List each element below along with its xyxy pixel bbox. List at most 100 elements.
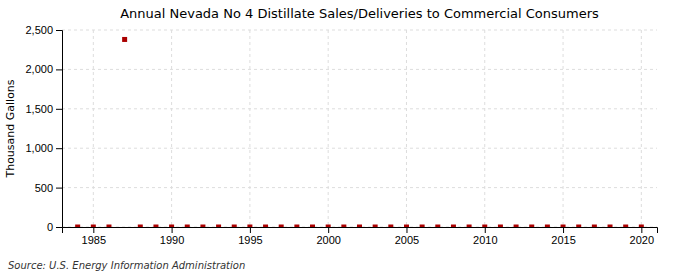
x-tick-label: 1995: [238, 234, 262, 246]
y-tick-mark: [56, 30, 62, 31]
point: [169, 225, 174, 228]
x-grid-line: [249, 30, 250, 227]
y-grid-line: [62, 108, 657, 109]
y-tick-mark: [56, 227, 62, 228]
source-annotation: Source: U.S. Energy Information Administ…: [8, 260, 245, 271]
point: [263, 225, 268, 228]
point: [435, 225, 440, 228]
y-tick-mark: [56, 69, 62, 70]
point: [106, 225, 111, 228]
chart: 1985 1990 1995 2000 2005 2010 2015 2020 0 500 1,00…: [0, 0, 675, 275]
point: [498, 225, 503, 228]
y-tick: 1,500: [25, 103, 62, 115]
point: [153, 225, 158, 228]
x-tick-label: 2015: [551, 234, 575, 246]
y-tick-mark: [56, 188, 62, 189]
point: [185, 225, 190, 228]
y-axis: 0 500 1,000 1,500 2,000 2,500: [25, 24, 62, 233]
point: [200, 225, 205, 228]
point: [310, 225, 315, 228]
x-grid-line: [328, 30, 329, 227]
x-grid-line: [484, 30, 485, 227]
grid: [62, 30, 657, 227]
x-tick: 1985: [82, 227, 106, 246]
point: [138, 225, 143, 228]
points: [75, 37, 644, 227]
x-tick-mark: [485, 227, 486, 233]
point: [216, 225, 221, 228]
x-tick-label: 2020: [630, 234, 654, 246]
point: [247, 225, 252, 228]
x-tick-label: 1990: [160, 234, 184, 246]
point: [451, 225, 456, 228]
point: [341, 225, 346, 228]
y-axis-line: [56, 31, 63, 228]
y-tick-mark: [56, 109, 62, 110]
point: [122, 37, 127, 42]
point: [279, 225, 284, 228]
y-grid-line: [62, 69, 657, 70]
x-axis: 1985 1990 1995 2000 2005 2010 2015 2020: [63, 227, 658, 246]
x-tick-mark: [406, 227, 407, 233]
x-tick-mark: [93, 227, 94, 233]
x-tick-mark: [250, 227, 251, 233]
x-tick: 1995: [238, 227, 262, 246]
y-tick: 0: [47, 221, 62, 233]
point: [388, 225, 393, 228]
x-tick: 2020: [630, 227, 654, 246]
x-tick-mark: [563, 227, 564, 233]
plot-area: 1985 1990 1995 2000 2005 2010 2015 2020 0 500 1,00…: [25, 24, 657, 246]
point: [608, 225, 613, 228]
point: [232, 225, 237, 228]
point: [576, 225, 581, 228]
x-grid-line: [171, 30, 172, 227]
point: [294, 225, 299, 228]
y-tick: 1,000: [25, 142, 62, 154]
point: [592, 225, 597, 228]
x-tick-label: 2005: [395, 234, 419, 246]
y-grid-line: [62, 187, 657, 188]
point: [482, 225, 487, 228]
x-tick-label: 2000: [316, 234, 340, 246]
point: [91, 225, 96, 228]
point: [373, 225, 378, 228]
x-tick: 2015: [551, 227, 575, 246]
point: [467, 225, 472, 228]
x-grid-line: [406, 30, 407, 227]
x-tick: 2005: [395, 227, 419, 246]
x-grid-line: [93, 30, 94, 227]
x-tick: 2000: [316, 227, 340, 246]
point: [623, 225, 628, 228]
x-tick-mark: [172, 227, 173, 233]
y-tick-mark: [56, 148, 62, 149]
x-tick-label: 2010: [473, 234, 497, 246]
point: [404, 225, 409, 228]
point: [75, 225, 80, 228]
point: [639, 225, 644, 228]
point: [514, 225, 519, 228]
point: [420, 225, 425, 228]
y-tick: 2,500: [25, 24, 62, 36]
y-tick-label: 2,500: [25, 24, 53, 36]
y-tick-label: 1,500: [25, 103, 53, 115]
x-tick-label: 1985: [82, 234, 106, 246]
title: Annual Nevada No 4 Distillate Sales/Deli…: [120, 6, 599, 21]
y-tick-label: 0: [47, 221, 53, 233]
y-grid-line: [62, 148, 657, 149]
point: [529, 225, 534, 228]
y-tick: 500: [35, 182, 62, 194]
y-grid-line: [62, 30, 657, 31]
x-grid-line: [641, 30, 642, 227]
x-axis-line: [63, 228, 658, 234]
x-tick: 2010: [473, 227, 497, 246]
x-tick-mark: [328, 227, 329, 233]
y-axis-title: Thousand Gallons: [4, 79, 17, 178]
x-tick: 1990: [160, 227, 184, 246]
point: [561, 225, 566, 228]
x-grid-line: [563, 30, 564, 227]
y-tick-label: 1,000: [25, 142, 53, 154]
point: [545, 225, 550, 228]
point: [357, 225, 362, 228]
y-tick: 2,000: [25, 63, 62, 75]
x-tick-mark: [641, 227, 642, 233]
